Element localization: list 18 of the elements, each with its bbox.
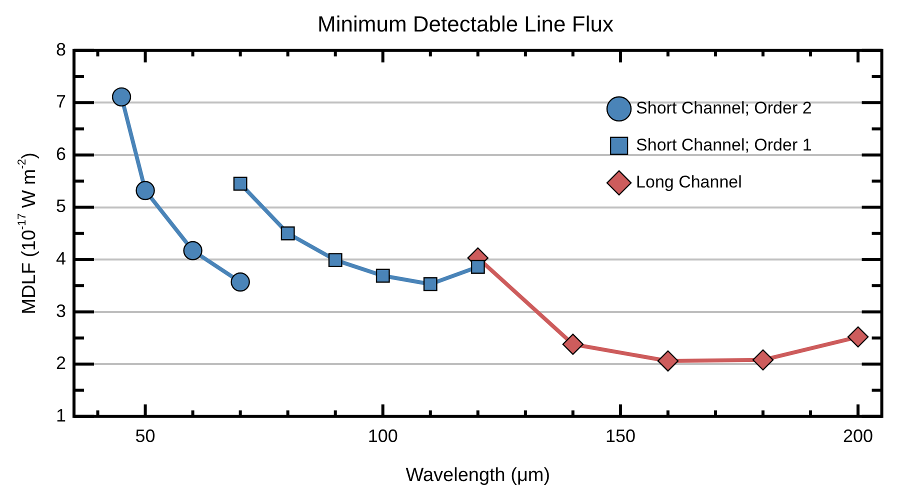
y-tick-label: 2 [56, 353, 66, 374]
y-axis-title: MDLF (10-17 W m-2) [16, 152, 40, 314]
x-tick-label: 100 [368, 426, 398, 446]
legend-label: Long Channel [636, 172, 742, 192]
chart-title: Minimum Detectable Line Flux [318, 11, 614, 36]
x-tick-label: 50 [135, 426, 156, 446]
y-tick-label: 8 [56, 39, 66, 60]
y-tick-label: 1 [56, 405, 66, 426]
x-axis-title: Wavelength (μm) [406, 465, 550, 486]
x-tick-label: 200 [843, 426, 874, 446]
y-tick-label: 5 [56, 196, 66, 216]
y-tick-label: 6 [56, 144, 66, 164]
x-tick-label: 150 [605, 426, 636, 446]
legend-label: Short Channel; Order 1 [636, 136, 812, 155]
y-tick-label: 4 [56, 248, 66, 269]
y-tick-label: 7 [56, 92, 66, 112]
y-tick-label: 3 [56, 300, 66, 321]
legend-label: Short Channel; Order 2 [636, 98, 812, 118]
